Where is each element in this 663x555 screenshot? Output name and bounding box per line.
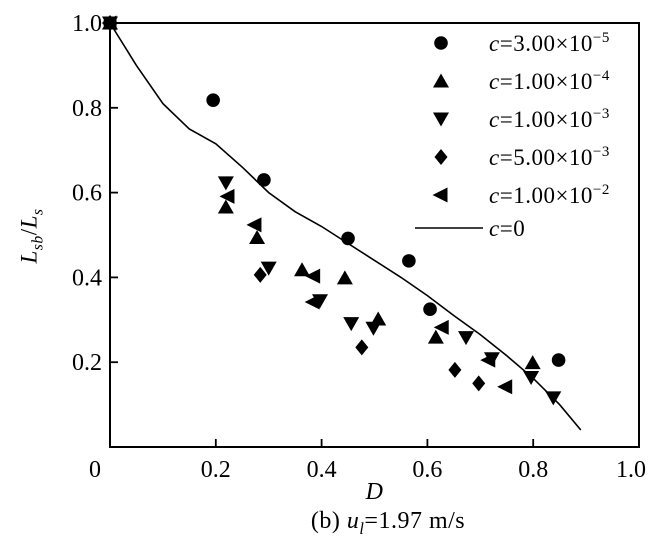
x-tick-label: 0.6: [412, 457, 442, 483]
data-point-triangle-up: [524, 355, 541, 370]
y-tick-label: 0.8: [72, 96, 102, 122]
legend-label: c=1.00×10−3: [489, 106, 610, 132]
y-axis-label-sub2: s: [29, 208, 47, 216]
y-axis-label-slash: /: [16, 228, 42, 236]
data-point-triangle-left: [480, 352, 496, 368]
legend-triangle-up-icon: [433, 73, 449, 88]
y-tick-label: 0.2: [72, 350, 102, 376]
data-point-triangle-left: [497, 379, 513, 395]
legend-circle-icon: [434, 36, 448, 50]
data-point-triangle-up: [294, 262, 311, 277]
data-point-triangle-up: [217, 199, 234, 214]
x-tick-label: 0.8: [518, 457, 548, 483]
data-point-diamond: [253, 266, 267, 283]
x-axis-label: D: [365, 479, 384, 505]
y-axis-label: Lsb/Ls: [17, 209, 48, 264]
legend-label: c=1.00×10−2: [489, 182, 610, 208]
y-axis-label-L2: L: [16, 215, 42, 229]
data-point-triangle-up: [336, 270, 353, 285]
data-point-circle: [402, 254, 416, 268]
data-point-triangle-down: [343, 317, 360, 332]
plot-frame: [109, 22, 640, 448]
c0-line: [109, 22, 582, 431]
data-point-circle: [206, 93, 220, 107]
y-axis-label-sub1: sb: [29, 235, 47, 251]
x-tick-label: 0.4: [307, 457, 337, 483]
legend-triangle-down-icon: [433, 112, 449, 127]
data-point-triangle-left: [246, 217, 262, 233]
caption-prefix: (b): [310, 508, 347, 534]
data-point-circle: [551, 353, 566, 367]
x-tick-label: 1.0: [616, 457, 646, 483]
caption-subscript: l: [359, 518, 365, 538]
caption-rest: =1.97 m/s: [364, 508, 466, 534]
legend-label: c=5.00×10−3: [489, 144, 610, 170]
data-point-triangle-down: [365, 321, 382, 336]
data-point-triangle-left: [305, 268, 321, 284]
y-tick-label: 1.0: [72, 11, 102, 37]
y-axis-label-L1: L: [16, 250, 42, 264]
data-point-triangle-down: [260, 261, 277, 276]
data-point-triangle-left: [433, 319, 449, 335]
data-point-diamond: [355, 339, 369, 356]
data-point-triangle-left: [219, 188, 235, 204]
data-point-triangle-down: [523, 370, 540, 385]
data-point-triangle-down: [217, 176, 234, 191]
x-tick-label: 0.2: [201, 457, 231, 483]
data-point-triangle-down: [458, 331, 475, 346]
y-tick-label: 0.6: [72, 181, 102, 207]
data-point-triangle-up: [427, 329, 444, 344]
x-tick-label: 0: [89, 457, 101, 483]
legend-triangle-left-icon: [432, 187, 448, 203]
legend-label: c=0: [489, 216, 525, 241]
caption-symbol: u: [346, 508, 360, 534]
data-point-circle: [423, 302, 437, 317]
legend-label: c=1.00×10−4: [489, 68, 610, 94]
data-point-triangle-up: [249, 230, 266, 245]
figure-caption: (b) ul=1.97 m/s: [311, 508, 465, 539]
data-point-diamond: [448, 361, 462, 378]
data-point-diamond: [472, 375, 486, 392]
data-point-circle: [257, 173, 271, 187]
y-tick-label: 0.4: [72, 265, 102, 291]
legend-label: c=3.00×10−5: [489, 30, 610, 56]
legend-diamond-icon: [434, 149, 448, 165]
data-point-triangle-left: [304, 294, 320, 310]
